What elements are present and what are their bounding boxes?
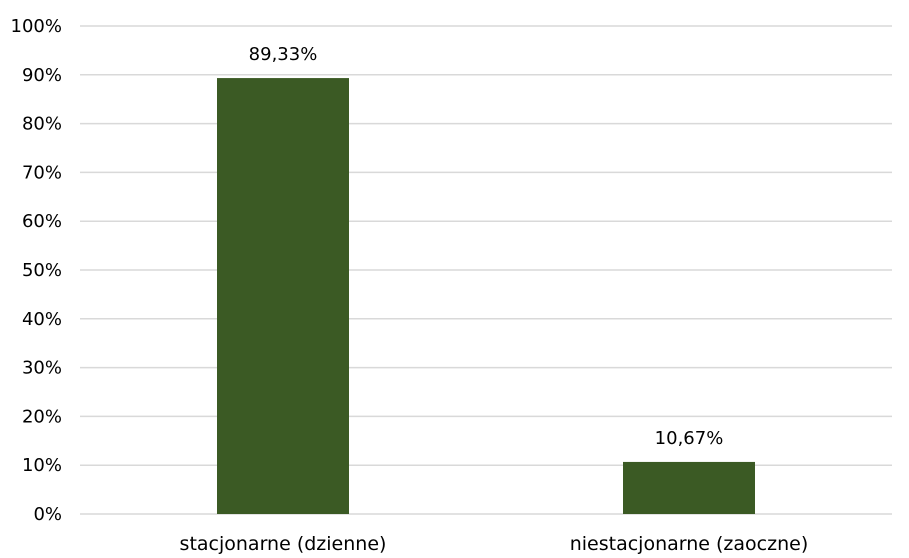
y-tick-label: 50% [22,260,62,281]
category-label: niestacjonarne (zaoczne) [570,533,809,554]
data-label: 10,67% [655,428,724,449]
bar-2 [623,461,755,514]
y-tick-label: 60% [22,211,62,232]
y-tick-label: 20% [22,406,62,427]
y-tick-label: 90% [22,65,62,86]
y-axis-tick-labels: 0% 10% 20% 30% 40% 50% 60% 70% 80% 90% 100% [11,16,62,525]
y-tick-label: 30% [22,358,62,379]
y-tick-label: 40% [22,309,62,330]
data-label: 89,33% [249,44,318,65]
bars [217,78,755,514]
bar-1 [217,78,349,514]
x-axis-category-labels: stacjonarne (dzienne) niestacjonarne (zao… [180,533,809,555]
y-tick-label: 0% [33,504,62,525]
y-tick-label: 70% [22,162,62,183]
y-tick-label: 10% [22,455,62,476]
y-tick-label: 80% [22,114,62,135]
category-label: stacjonarne (dzienne) [180,533,387,554]
data-labels: 89,33% 10,67% [249,44,724,449]
gridlines [80,25,892,515]
y-tick-label: 100% [11,16,62,37]
